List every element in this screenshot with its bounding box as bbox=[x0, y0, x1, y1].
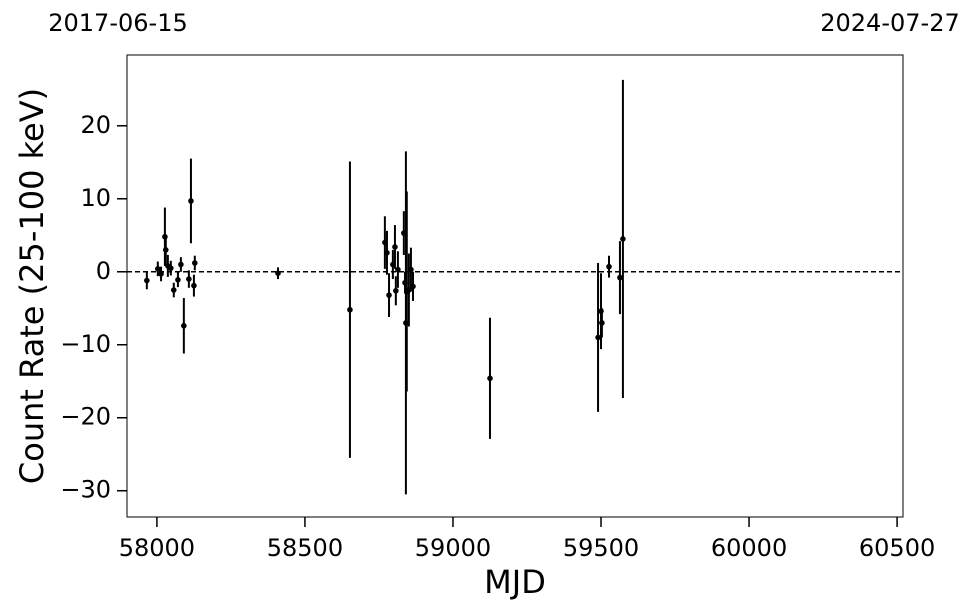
point bbox=[170, 287, 177, 293]
point bbox=[617, 274, 623, 281]
point bbox=[395, 266, 401, 273]
x-tick-label: 59000 bbox=[415, 534, 491, 562]
point bbox=[408, 266, 414, 273]
point bbox=[181, 322, 187, 329]
point bbox=[393, 287, 399, 294]
y-axis-label: Count Rate (25-100 keV) bbox=[13, 88, 51, 484]
point bbox=[168, 265, 174, 271]
y-tick-label: 20 bbox=[80, 111, 111, 139]
point bbox=[599, 320, 605, 326]
x-tick-label: 58000 bbox=[119, 534, 195, 562]
point bbox=[347, 306, 353, 313]
point bbox=[386, 292, 392, 298]
point bbox=[392, 244, 398, 250]
x-tick-label: 59500 bbox=[563, 534, 639, 562]
point bbox=[188, 198, 194, 204]
point bbox=[487, 375, 493, 382]
point bbox=[162, 247, 169, 253]
point bbox=[158, 271, 164, 277]
y-tick-label: −10 bbox=[60, 330, 111, 358]
y-tick-label: −30 bbox=[60, 476, 111, 504]
point bbox=[620, 236, 626, 242]
point bbox=[410, 283, 416, 290]
point bbox=[186, 276, 192, 282]
point bbox=[178, 261, 184, 268]
y-tick-label: −20 bbox=[60, 403, 111, 431]
point bbox=[384, 249, 390, 256]
annotation: 2017-06-15 bbox=[48, 9, 187, 37]
point bbox=[595, 334, 601, 341]
x-tick-label: 60500 bbox=[859, 534, 935, 562]
point bbox=[175, 276, 181, 283]
y-tick-label: 0 bbox=[96, 257, 111, 285]
point bbox=[154, 266, 161, 272]
point bbox=[191, 282, 197, 289]
point bbox=[606, 263, 612, 270]
x-tick-label: 58500 bbox=[267, 534, 343, 562]
x-axis-label: MJD bbox=[484, 563, 546, 601]
annotation: 2024-07-27 bbox=[820, 9, 959, 37]
point bbox=[192, 260, 198, 266]
plot-frame bbox=[126, 54, 904, 518]
y-tick-label: 10 bbox=[80, 184, 111, 212]
point bbox=[144, 277, 150, 284]
x-tick-label: 60000 bbox=[711, 534, 787, 562]
point bbox=[275, 270, 281, 277]
